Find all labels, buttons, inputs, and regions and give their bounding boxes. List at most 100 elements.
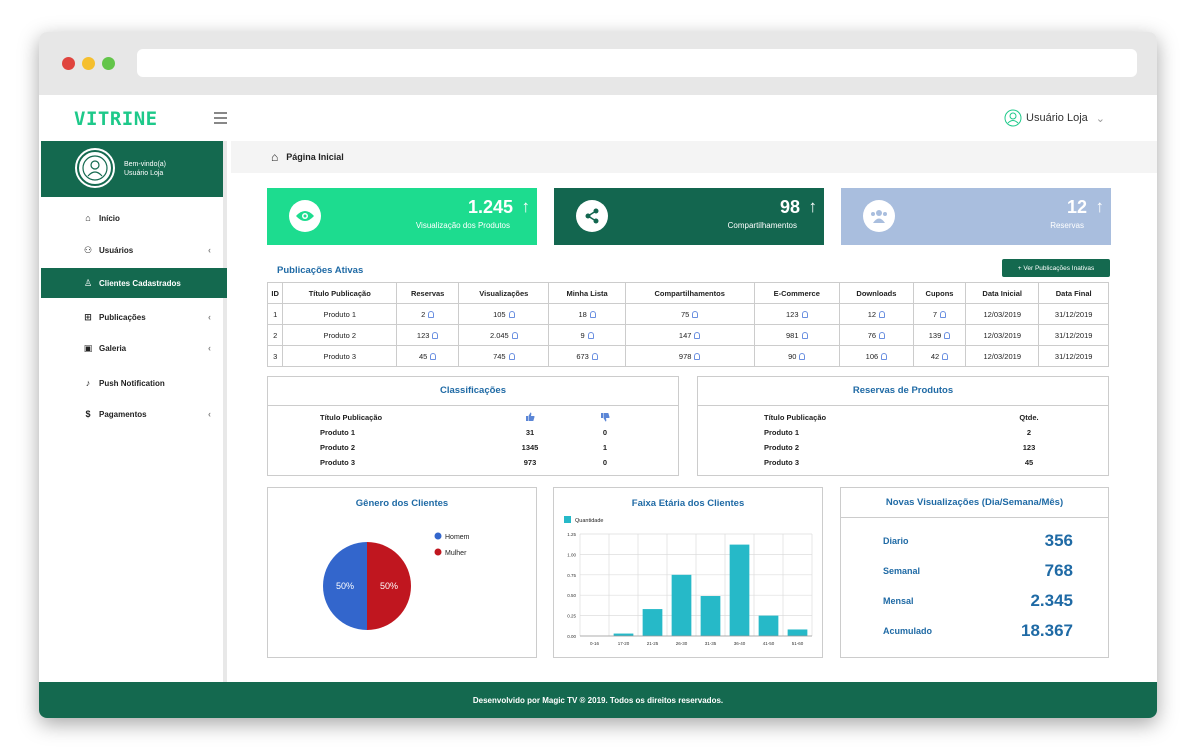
eye-icon	[289, 200, 321, 232]
table-row[interactable]: 2 Produto 2 123 2.045 9 147 981 76 139 12/03/2019…	[266, 324, 1109, 346]
person-icon	[694, 332, 701, 340]
person-icon	[801, 311, 808, 319]
faixa-bar-chart: Quantidade 0.00 0.25 0.50 0.75 1.00 1.25 0-16 17…	[564, 516, 813, 646]
classificacoes-table: Título Publicação Produto 1 31 0 Produto 2 1…	[320, 410, 640, 470]
table-cell: 45	[396, 345, 460, 367]
faixa-panel: Faixa Etária dos Clientes Quantidade 0.00…	[553, 487, 823, 658]
pie-slice-label: 50%	[380, 581, 398, 591]
sidebar-item-clientes[interactable]: ♙ Clientes Cadastrados	[41, 268, 227, 298]
table-cell: 123	[753, 303, 840, 325]
chevron-left-icon: ‹	[208, 245, 211, 255]
legend-marker	[434, 548, 442, 556]
sidebar-item-pagamentos[interactable]: $ Pagamentos ‹	[41, 399, 227, 429]
ver-inativas-button[interactable]: + Ver Publicações Inativas	[1002, 259, 1110, 277]
table-row[interactable]: 3 Produto 3 45 745 673 978 90 106 42 12/03/2019 31…	[266, 345, 1109, 367]
pie-slice-homem	[323, 542, 367, 630]
pie-slice-mulher	[367, 542, 411, 630]
table-cell: 2	[396, 303, 460, 325]
x-tick-label: 17-20	[618, 641, 630, 646]
chevron-left-icon: ‹	[208, 343, 211, 353]
maximize-dot[interactable]	[102, 57, 115, 70]
sidebar-item-label: Push Notification	[99, 378, 165, 388]
main-content: ⌂ Página Inicial 1.245 ↑ Visualização do…	[231, 141, 1157, 682]
x-tick-label: 41-50	[763, 641, 775, 646]
table-cell: Produto 3	[764, 458, 799, 467]
bell-icon: ♪	[85, 378, 91, 388]
table-cell: 139	[912, 324, 967, 346]
legend-marker	[434, 532, 442, 540]
sidebar-item-publicacoes[interactable]: ⊞ Publicações ‹	[41, 302, 227, 332]
user-menu[interactable]: Usuário Loja ⌄	[1004, 109, 1105, 127]
y-tick-label: 0.50	[567, 593, 576, 598]
sidebar-item-label: Clientes Cadastrados	[99, 278, 181, 288]
sidebar-item-galeria[interactable]: ▣ Galeria ‹	[41, 333, 227, 363]
sidebar-item-push[interactable]: ♪ Push Notification	[41, 368, 227, 398]
table-cell: 12	[838, 303, 914, 325]
person-icon	[799, 353, 806, 361]
close-dot[interactable]	[62, 57, 75, 70]
col-header: Visualizações	[458, 282, 550, 304]
sidebar: Bem-vindo(a) Usuário Loja ⌂ Início ⚇ Usu…	[41, 141, 227, 682]
legend-label: Homem	[445, 534, 470, 541]
x-tick-label: 51-60	[792, 641, 804, 646]
person-icon	[801, 332, 808, 340]
users-group-icon	[863, 200, 895, 232]
person-icon	[508, 353, 515, 361]
table-cell: 12/03/2019	[965, 324, 1040, 346]
col-header: Título Publicação	[320, 413, 383, 422]
person-icon	[692, 311, 699, 319]
y-tick-label: 1.00	[567, 552, 576, 557]
list-item: Produto 3 973 0	[320, 455, 640, 470]
table-cell: 12/03/2019	[965, 345, 1040, 367]
publicacoes-title: Publicações Ativas	[277, 265, 364, 276]
table-cell: 973	[523, 458, 537, 467]
genero-panel: Gênero dos Clientes 50% Homem 50% Mulher	[267, 487, 537, 658]
novas-value: 768	[1044, 561, 1073, 580]
minimize-dot[interactable]	[82, 57, 95, 70]
col-header: Data Inicial	[965, 282, 1040, 304]
novas-row-semanal: Semanal 768	[883, 561, 1073, 581]
arrow-up-icon: ↑	[521, 197, 531, 216]
col-header: Data Final	[1038, 282, 1109, 304]
users-icon: ⚇	[83, 244, 93, 255]
list-item: Produto 2 123	[764, 440, 1054, 455]
table-cell: 123	[396, 324, 460, 346]
sidebar-item-label: Usuários	[99, 245, 134, 255]
table-cell: 31	[525, 428, 535, 437]
table-cell: 31/12/2019	[1038, 324, 1109, 346]
welcome-line1: Bem-vindo(a)	[124, 161, 167, 168]
card-label: Visualização dos Produtos	[415, 221, 510, 230]
person-icon	[587, 332, 594, 340]
bar	[671, 574, 692, 636]
x-tick-label: 0-16	[590, 641, 600, 646]
sidebar-item-usuarios[interactable]: ⚇ Usuários ‹	[41, 235, 227, 265]
bar	[613, 633, 634, 636]
novas-label: Mensal	[883, 596, 914, 606]
novas-label: Diario	[883, 536, 909, 546]
table-cell: 76	[838, 324, 914, 346]
table-cell: 745	[458, 345, 550, 367]
table-cell: 0	[602, 458, 608, 467]
address-bar[interactable]	[137, 49, 1137, 77]
table-row[interactable]: 1 Produto 1 2 105 18 75 123 12 7 12/03/2019 31/12/…	[266, 303, 1109, 325]
col-header: E-Commerce	[753, 282, 840, 304]
person-icon	[881, 353, 888, 361]
menu-toggle-icon[interactable]	[214, 112, 227, 127]
footer: Desenvolvido por Magic TV ® 2019. Todos …	[39, 682, 1157, 718]
logo: VITRINE	[74, 108, 158, 130]
sidebar-item-inicio[interactable]: ⌂ Início	[41, 203, 227, 233]
person-icon	[940, 311, 947, 319]
table-cell: 42	[912, 345, 967, 367]
welcome-line2: Usuário Loja	[124, 170, 164, 177]
person-icon	[694, 353, 701, 361]
card-label: Reservas	[1050, 221, 1084, 230]
person-icon	[432, 332, 439, 340]
table-cell: Produto 1	[320, 428, 355, 437]
table-cell: Produto 3	[282, 345, 398, 367]
reservas-panel: Reservas de Produtos Título Publicação Q…	[697, 376, 1109, 476]
sidebar-item-label: Galeria	[99, 343, 127, 353]
topbar: VITRINE Usuário Loja ⌄	[39, 95, 1157, 141]
arrow-up-icon: ↑	[808, 197, 818, 216]
table-header-row: ID Título Publicação Reservas Visualizações…	[266, 282, 1109, 304]
table-cell: 9	[548, 324, 626, 346]
